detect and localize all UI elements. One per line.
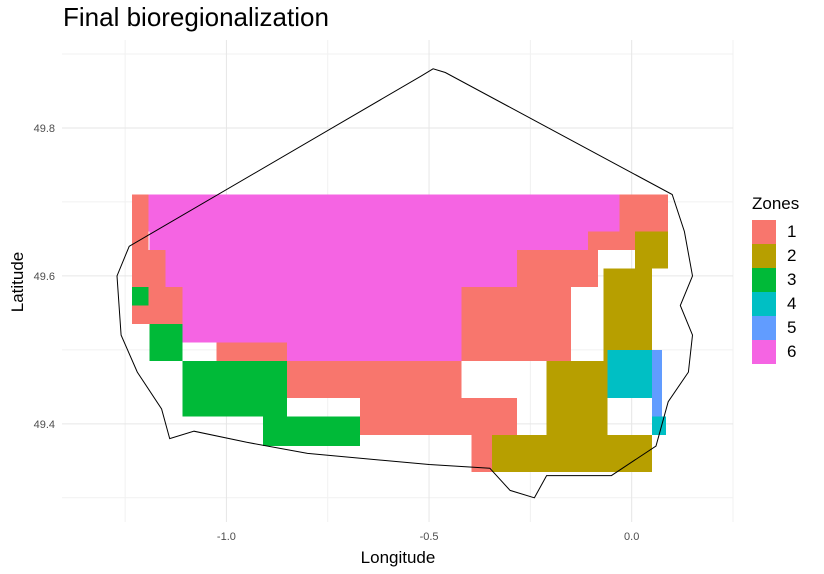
zone-1-cell: [216, 342, 288, 361]
y-axis-ticks: 49.4 49.6 49.8: [34, 123, 55, 431]
x-tick-label: 0.0: [624, 531, 639, 543]
legend-key: [752, 316, 776, 340]
zone-6-cell: [287, 342, 462, 361]
legend-label: 4: [787, 294, 797, 313]
zone-1-cell: [360, 397, 517, 435]
legend-item: 2: [752, 244, 799, 268]
legend-key: [752, 244, 776, 268]
legend-label: 5: [787, 318, 797, 337]
zone-1-cell: [165, 287, 183, 324]
legend-key: [752, 268, 776, 292]
zone-2-cell: [546, 360, 608, 435]
x-tick-label: -1.0: [217, 531, 236, 543]
zone-1-cell: [587, 231, 635, 251]
zone-2-cell: [491, 434, 652, 472]
zone-6-cell: [165, 250, 517, 287]
legend-item: 3: [752, 268, 799, 292]
legend-item: 4: [752, 292, 799, 316]
chart-title: Final bioregionalization: [63, 2, 329, 32]
zone-3-cell: [182, 360, 288, 417]
zone-1-cell: [131, 194, 149, 251]
zone-3-cell: [131, 287, 149, 306]
zone-cells: [131, 194, 669, 472]
legend-key: [752, 220, 776, 244]
x-axis-title: Longitude: [361, 548, 436, 567]
zone-6-cell: [182, 287, 462, 343]
zone-2-cell: [603, 268, 652, 361]
legend-label: 1: [787, 222, 797, 241]
zone-1-cell: [471, 434, 492, 472]
zone-1-cell: [287, 360, 462, 398]
legend-item: 1: [752, 220, 799, 244]
zone-1-cell: [516, 250, 599, 287]
legend-key: [752, 340, 776, 364]
zone-1-cell: [619, 194, 669, 232]
legend-label: 2: [787, 246, 797, 265]
legend: Zones 1 2 3 4 5 6: [752, 194, 799, 364]
zone-3-cell: [149, 323, 183, 361]
zone-4-cell: [651, 416, 667, 435]
coastline-outline: [116, 68, 694, 499]
zone-3-cell: [262, 416, 361, 447]
y-tick-label: 49.4: [34, 419, 55, 431]
legend-label: 3: [787, 270, 797, 289]
zone-1-cell: [461, 287, 571, 361]
zone-4-cell: [607, 349, 652, 398]
zone-6-cell: [148, 194, 620, 232]
y-tick-label: 49.6: [34, 271, 55, 283]
zone-2-cell: [634, 231, 669, 269]
legend-title: Zones: [752, 194, 800, 213]
legend-items: 1 2 3 4 5 6: [752, 220, 799, 364]
zone-5-cell: [651, 349, 663, 417]
y-tick-label: 49.8: [34, 123, 55, 135]
x-axis-ticks: -1.0 -0.5 0.0: [217, 531, 639, 543]
legend-item: 5: [752, 316, 799, 340]
zone-6-cell: [149, 231, 588, 251]
x-tick-label: -0.5: [420, 531, 439, 543]
legend-key: [752, 292, 776, 316]
y-axis-title: Latitude: [8, 252, 27, 313]
legend-label: 6: [787, 342, 797, 361]
legend-item: 6: [752, 340, 799, 364]
